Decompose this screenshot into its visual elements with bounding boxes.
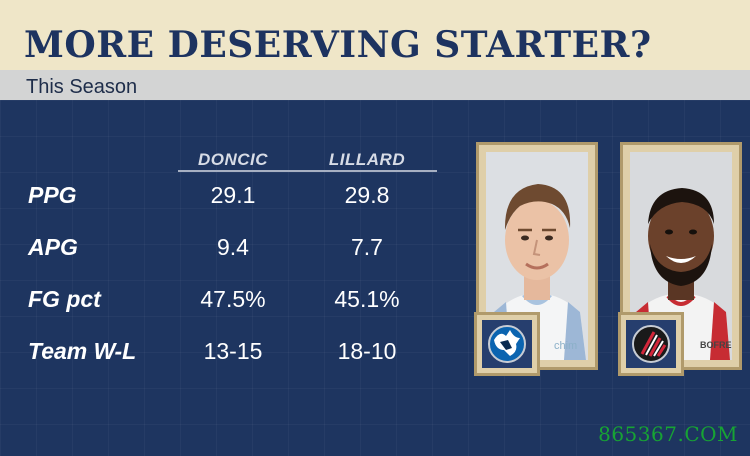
- stat-value-doncic-apg: 9.4: [217, 234, 249, 260]
- stat-value-lillard-team-wl: 18-10: [337, 338, 397, 364]
- lillard-jersey-text: BOFRE: [700, 340, 732, 350]
- player-photo-frame-doncic: chim: [476, 142, 598, 370]
- stat-value-lillard-ppg: 29.8: [344, 182, 390, 208]
- watermark-text: 865367.COM: [598, 422, 738, 446]
- team-logo-box-lillard: [618, 312, 684, 376]
- stat-value-doncic-fg-pct: 47.5%: [200, 286, 266, 312]
- stat-label-apg: APG: [28, 234, 78, 260]
- subtitle-bar: [0, 70, 750, 100]
- team-logo-box-doncic: [474, 312, 540, 376]
- dallas-mavericks-logo-icon: [482, 320, 532, 368]
- stat-label-fg-pct: FG pct: [28, 286, 101, 312]
- title-bar: [0, 0, 750, 70]
- doncic-jersey-text: chim: [554, 340, 578, 352]
- page-title: MORE DESERVING STARTER?: [24, 24, 652, 66]
- header-divider: [178, 170, 437, 172]
- stat-value-lillard-fg-pct: 45.1%: [334, 286, 400, 312]
- column-header-lillard: LILLARD: [328, 150, 406, 169]
- stat-value-lillard-apg: 7.7: [351, 234, 383, 260]
- portland-trail-blazers-logo-icon: [626, 320, 676, 368]
- stat-label-team-wl: Team W-L: [28, 338, 137, 364]
- page-subtitle: This Season: [26, 76, 138, 98]
- stat-value-doncic-ppg: 29.1: [210, 182, 256, 208]
- column-header-doncic: DONCIC: [197, 150, 269, 169]
- stat-label-ppg: PPG: [28, 182, 77, 208]
- stat-value-doncic-team-wl: 13-15: [203, 338, 263, 364]
